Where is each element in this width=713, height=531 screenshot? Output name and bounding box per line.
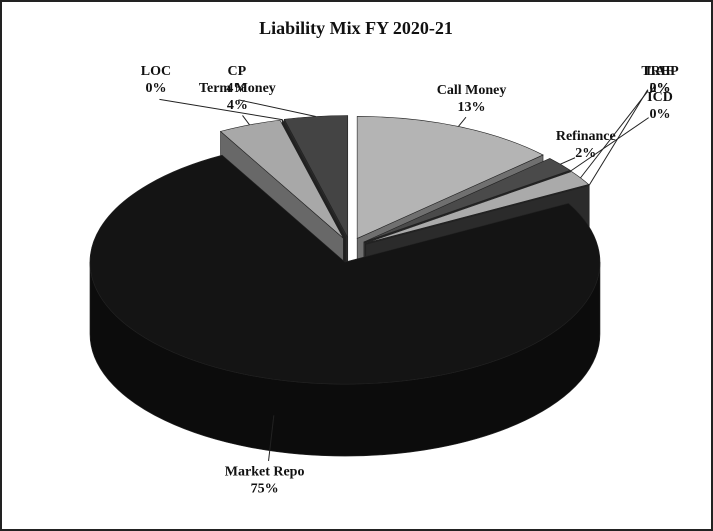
chart-title: Liability Mix FY 2020-21 xyxy=(259,18,453,38)
slice-label: Refinance xyxy=(556,129,616,144)
slice-label: Term Money xyxy=(199,81,276,96)
slice-label: Call Money xyxy=(437,83,507,98)
slice-label: CP xyxy=(228,64,247,79)
leader-line xyxy=(580,90,649,179)
leader-line xyxy=(560,157,576,165)
leader-line xyxy=(570,117,649,172)
slice xyxy=(89,154,601,385)
value-label: 0% xyxy=(650,107,671,122)
slice xyxy=(365,171,590,244)
leader-line xyxy=(242,115,250,126)
value-label: 0% xyxy=(650,81,671,96)
slice-label: ICD xyxy=(647,90,673,105)
slice-label: Market Repo xyxy=(225,464,305,479)
leader-line xyxy=(458,116,467,127)
value-label: 75% xyxy=(251,481,279,496)
leader-line xyxy=(588,89,649,186)
leader-line xyxy=(159,98,283,121)
value-label: 0% xyxy=(145,81,166,96)
value-label: 2% xyxy=(650,81,671,96)
slice xyxy=(219,119,344,239)
slice xyxy=(281,119,347,239)
slice-label: LOC xyxy=(141,64,171,79)
leader-line xyxy=(268,415,275,462)
value-label: 2% xyxy=(575,146,596,161)
slice xyxy=(283,115,349,238)
value-label: 13% xyxy=(458,100,486,115)
slice xyxy=(363,158,571,243)
slice-label: TREP xyxy=(641,64,679,79)
leader-line xyxy=(238,99,316,117)
value-label: 4% xyxy=(226,81,247,96)
slice-label: LAF xyxy=(646,64,674,79)
value-label: 4% xyxy=(227,98,248,113)
